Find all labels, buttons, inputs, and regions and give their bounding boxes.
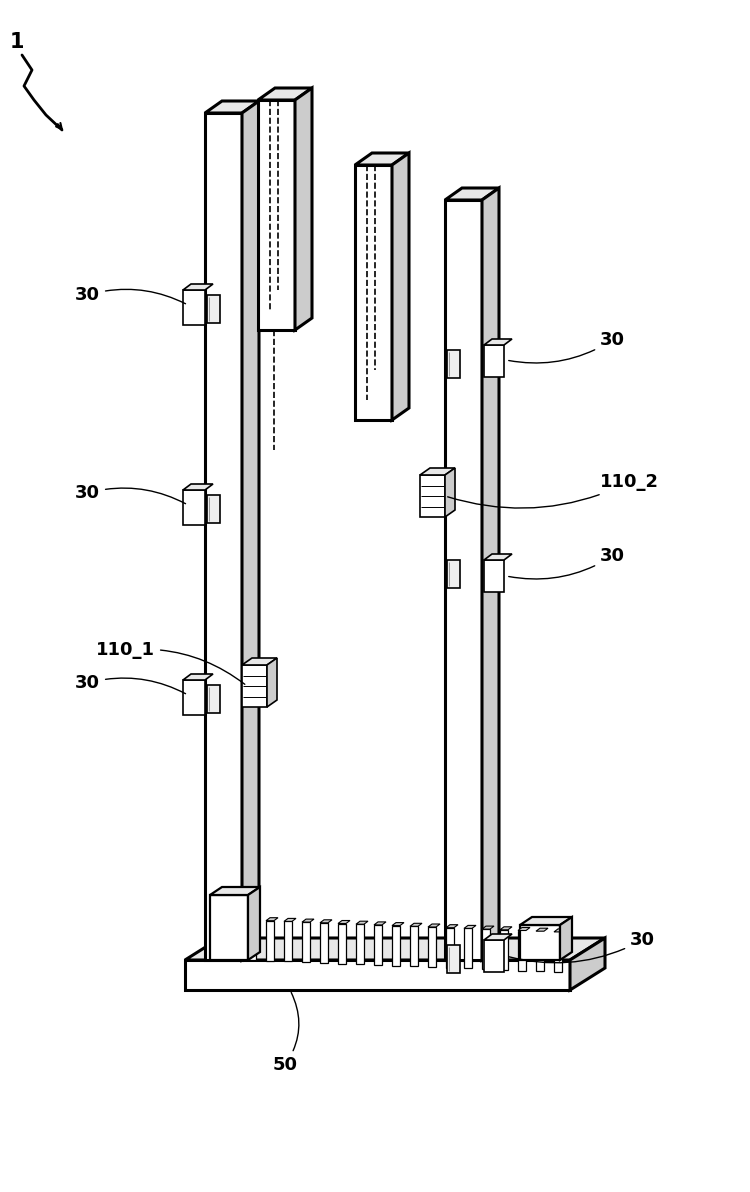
Polygon shape — [183, 673, 213, 679]
Polygon shape — [420, 474, 445, 517]
Polygon shape — [484, 339, 512, 344]
Polygon shape — [410, 924, 422, 926]
Polygon shape — [258, 88, 312, 100]
Polygon shape — [355, 153, 409, 164]
Text: 30: 30 — [75, 673, 185, 694]
Polygon shape — [207, 685, 220, 713]
Polygon shape — [464, 925, 476, 929]
Polygon shape — [320, 920, 332, 923]
Polygon shape — [302, 923, 310, 962]
Polygon shape — [266, 918, 278, 920]
Polygon shape — [447, 560, 460, 588]
Polygon shape — [520, 925, 560, 960]
Polygon shape — [560, 917, 572, 960]
Polygon shape — [338, 924, 346, 963]
Polygon shape — [428, 924, 440, 927]
Polygon shape — [267, 658, 277, 707]
Polygon shape — [445, 188, 499, 200]
Polygon shape — [242, 665, 267, 707]
Polygon shape — [242, 658, 277, 665]
Polygon shape — [242, 101, 259, 960]
Polygon shape — [484, 940, 504, 971]
Polygon shape — [295, 88, 312, 330]
Polygon shape — [570, 938, 605, 991]
Polygon shape — [482, 188, 499, 960]
Polygon shape — [210, 895, 248, 960]
Polygon shape — [183, 679, 205, 715]
Polygon shape — [356, 924, 364, 964]
Polygon shape — [207, 495, 220, 523]
Polygon shape — [428, 927, 436, 967]
Polygon shape — [482, 926, 494, 929]
Polygon shape — [284, 921, 292, 962]
Text: 1: 1 — [10, 32, 24, 52]
Polygon shape — [266, 920, 274, 961]
Polygon shape — [320, 923, 328, 963]
Polygon shape — [392, 153, 409, 420]
Polygon shape — [210, 887, 260, 895]
Polygon shape — [446, 927, 454, 968]
Polygon shape — [392, 926, 400, 966]
Text: 110_1: 110_1 — [96, 641, 244, 684]
Polygon shape — [536, 929, 548, 931]
Polygon shape — [207, 294, 220, 323]
Text: 30: 30 — [509, 547, 625, 579]
Polygon shape — [518, 927, 530, 931]
Polygon shape — [484, 344, 504, 377]
Polygon shape — [420, 468, 455, 474]
Text: 50: 50 — [272, 993, 299, 1074]
Polygon shape — [183, 290, 205, 325]
Polygon shape — [302, 919, 314, 923]
Polygon shape — [248, 917, 260, 920]
Polygon shape — [410, 926, 418, 967]
Polygon shape — [445, 468, 455, 517]
Polygon shape — [500, 927, 512, 930]
Polygon shape — [536, 931, 544, 971]
Polygon shape — [500, 930, 508, 970]
Polygon shape — [554, 929, 566, 932]
Polygon shape — [518, 931, 526, 970]
Text: 30: 30 — [509, 331, 625, 364]
Polygon shape — [374, 921, 386, 925]
Polygon shape — [183, 284, 213, 290]
Polygon shape — [284, 918, 296, 921]
Polygon shape — [185, 938, 605, 960]
Polygon shape — [185, 960, 570, 991]
Polygon shape — [445, 200, 482, 960]
Polygon shape — [392, 923, 404, 926]
Polygon shape — [355, 164, 392, 420]
Polygon shape — [248, 887, 260, 960]
Text: 110_2: 110_2 — [448, 473, 659, 508]
Polygon shape — [447, 945, 460, 973]
Polygon shape — [205, 101, 259, 113]
Polygon shape — [183, 490, 205, 524]
Polygon shape — [484, 935, 512, 940]
Text: 30: 30 — [75, 484, 185, 504]
Text: 30: 30 — [75, 286, 185, 304]
Polygon shape — [183, 484, 213, 490]
Polygon shape — [205, 113, 242, 960]
Polygon shape — [447, 350, 460, 378]
Polygon shape — [248, 920, 256, 960]
Polygon shape — [446, 925, 458, 927]
Polygon shape — [464, 929, 472, 968]
Polygon shape — [356, 921, 368, 924]
Polygon shape — [338, 920, 350, 924]
Text: 30: 30 — [509, 931, 655, 963]
Polygon shape — [482, 929, 490, 969]
Polygon shape — [554, 932, 562, 971]
Polygon shape — [484, 554, 512, 560]
Polygon shape — [520, 917, 572, 925]
Polygon shape — [484, 560, 504, 592]
Polygon shape — [258, 100, 295, 330]
Polygon shape — [374, 925, 382, 964]
